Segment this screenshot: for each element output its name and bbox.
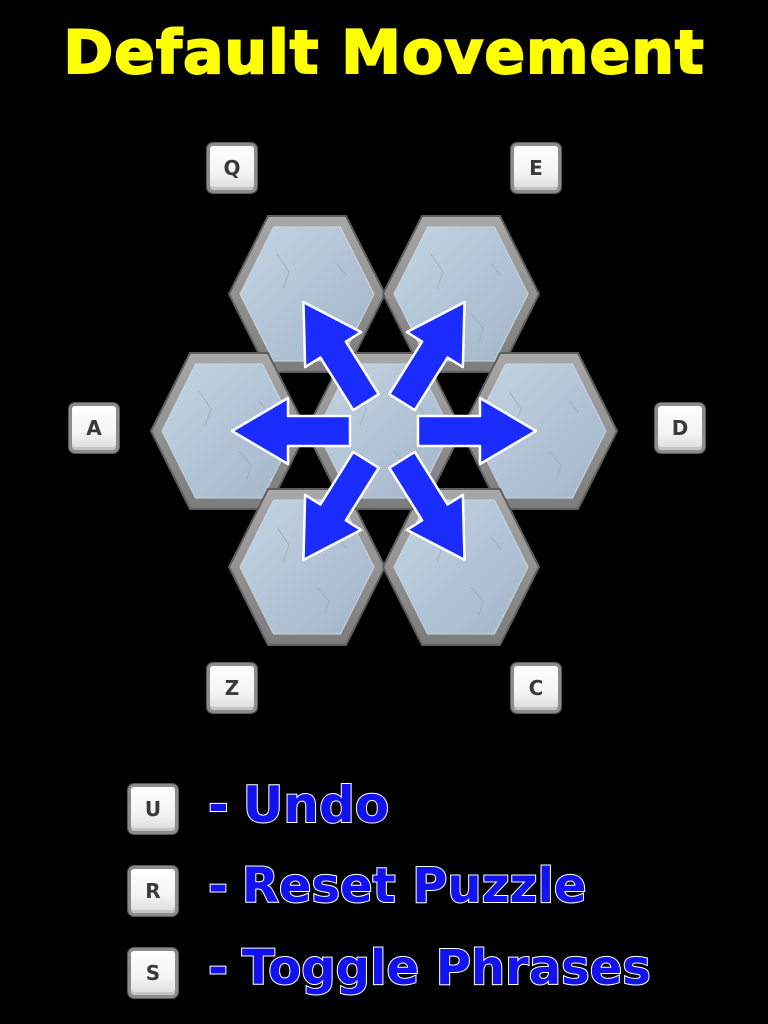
key-q[interactable]: Q — [207, 143, 257, 193]
key-s[interactable]: S — [128, 948, 178, 998]
legend-label-undo: Undo — [242, 775, 390, 835]
legend-toggle-phrases: - Toggle Phrases — [207, 939, 652, 997]
legend-undo: - Undo — [207, 775, 390, 835]
key-r[interactable]: R — [128, 866, 178, 916]
legend-label-reset: Reset Puzzle — [241, 857, 588, 915]
legend-label-toggle: Toggle Phrases — [241, 939, 652, 997]
legend-dash: - — [207, 939, 229, 997]
key-a[interactable]: A — [69, 403, 119, 453]
legend-dash: - — [207, 775, 230, 835]
page-title: Default Movement — [62, 17, 705, 89]
key-e[interactable]: E — [511, 143, 561, 193]
key-u[interactable]: U — [128, 784, 178, 834]
legend-dash: - — [207, 857, 229, 915]
key-z[interactable]: Z — [207, 663, 257, 713]
legend-reset: - Reset Puzzle — [207, 857, 588, 915]
key-c[interactable]: C — [511, 663, 561, 713]
key-d[interactable]: D — [655, 403, 705, 453]
